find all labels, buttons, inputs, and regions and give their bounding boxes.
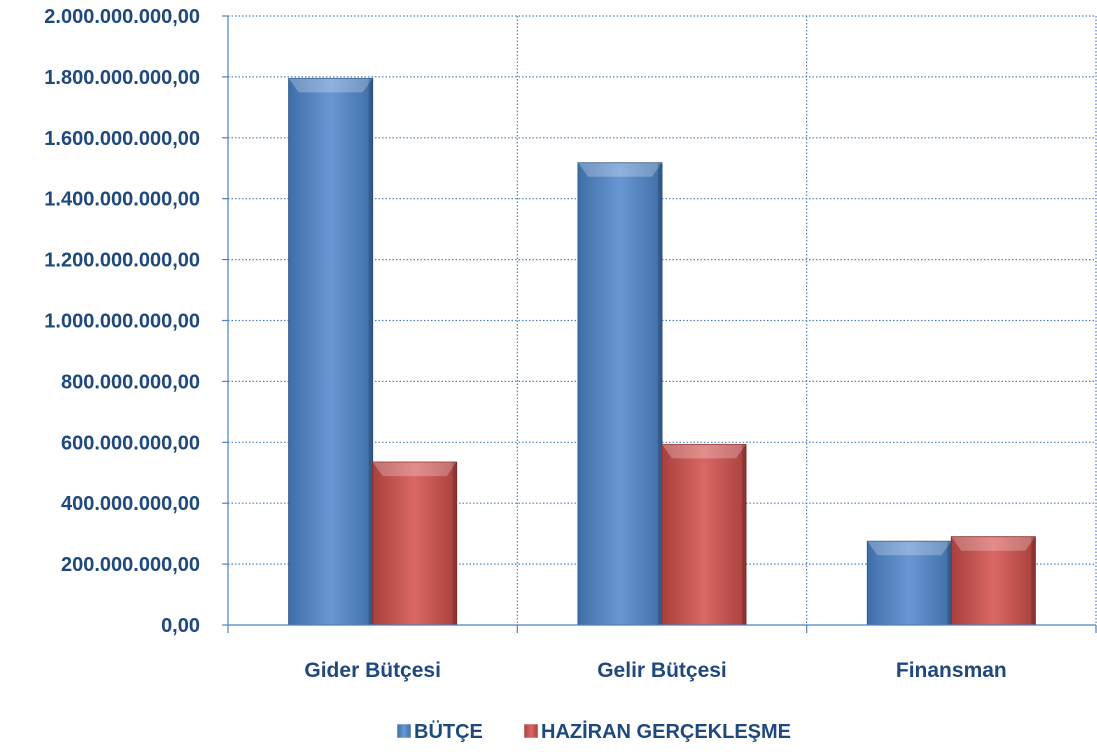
x-category-label: Finansman — [896, 659, 1007, 682]
legend-swatch — [523, 723, 539, 739]
y-tick-label: 800.000.000,00 — [61, 371, 200, 393]
bars — [288, 77, 1036, 626]
legend-label: HAZİRAN GERÇEKLEŞME — [541, 720, 791, 743]
y-tick-label: 0,00 — [161, 615, 200, 637]
legend-label: BÜTÇE — [414, 720, 483, 743]
bar-haziran-1 — [661, 443, 747, 626]
legend: BÜTÇE HAZİRAN GERÇEKLEŞME — [396, 720, 791, 743]
x-axis-category-labels: Gider Bütçesi Gelir Bütçesi Finansman — [304, 659, 1006, 682]
y-tick-label: 200.000.000,00 — [61, 554, 200, 576]
y-tick-label: 2.000.000.000,00 — [44, 6, 200, 28]
bar-butce-2 — [866, 540, 952, 626]
y-tick-label: 400.000.000,00 — [61, 493, 200, 515]
y-axis-tick-labels: 0,00 200.000.000,00 400.000.000,00 600.000.… — [44, 6, 200, 637]
bar-haziran-2 — [950, 536, 1036, 626]
x-category-label: Gider Bütçesi — [304, 659, 441, 682]
y-tick-label: 600.000.000,00 — [61, 432, 200, 454]
bar-butce-1 — [577, 162, 663, 626]
y-tick-label: 1.400.000.000,00 — [44, 189, 200, 211]
axes — [222, 15, 1097, 633]
y-tick-label: 1.200.000.000,00 — [44, 250, 200, 272]
legend-swatch — [396, 723, 412, 739]
legend-item-butce: BÜTÇE — [396, 720, 483, 743]
legend-item-haziran: HAZİRAN GERÇEKLEŞME — [523, 720, 791, 743]
y-tick-label: 1.600.000.000,00 — [44, 128, 200, 150]
x-category-label: Gelir Bütçesi — [597, 659, 727, 682]
y-tick-label: 1.800.000.000,00 — [44, 67, 200, 89]
bar-butce-0 — [288, 77, 374, 626]
bar-haziran-0 — [372, 461, 458, 626]
y-tick-label: 1.000.000.000,00 — [44, 311, 200, 333]
